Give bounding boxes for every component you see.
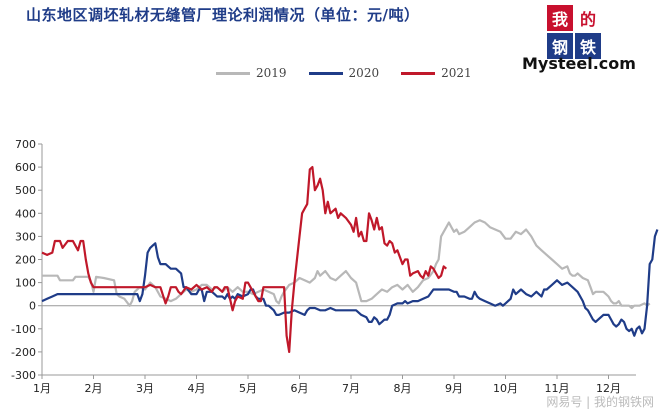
x-tick-label: 1月 xyxy=(33,382,51,395)
watermark: 网易号 | 我的钢铁网 xyxy=(546,395,654,409)
legend-label-2020: 2020 xyxy=(348,66,380,80)
logo-text: Mysteel.com xyxy=(522,54,636,73)
legend-swatch-2020 xyxy=(308,71,343,75)
series-line-2021 xyxy=(41,166,448,353)
legend-swatch-2019 xyxy=(216,71,250,75)
logo-char-1: 我 xyxy=(547,5,573,31)
y-tick-label: 200 xyxy=(15,254,36,267)
chart-title: 山东地区调坯轧材无缝管厂理论利润情况（单位：元/吨） xyxy=(26,6,420,24)
y-tick-label: 600 xyxy=(15,161,36,174)
x-tick-label: 4月 xyxy=(188,382,206,395)
logo-char-2: 的 xyxy=(575,5,601,31)
legend-item-2019: 2019 xyxy=(216,66,287,80)
y-tick-label: 400 xyxy=(15,207,36,220)
y-tick-label: -200 xyxy=(11,346,36,359)
mysteel-logo: 我 的 钢 铁 Mysteel.com xyxy=(522,4,654,73)
series-line-2020 xyxy=(41,229,659,337)
x-tick-label: 10月 xyxy=(493,382,518,395)
logo-char-4: 铁 xyxy=(575,33,601,59)
y-tick-label: 300 xyxy=(15,230,36,243)
x-tick-label: 9月 xyxy=(445,382,463,395)
x-tick-label: 2月 xyxy=(85,382,103,395)
legend-label-2021: 2021 xyxy=(441,66,472,80)
x-tick-label: 11月 xyxy=(545,382,570,395)
logo-mark: 我 的 钢 铁 xyxy=(546,4,606,60)
legend-label-2019: 2019 xyxy=(256,66,287,80)
y-tick-label: 0 xyxy=(29,300,36,313)
x-tick-label: 7月 xyxy=(342,382,360,395)
chart-legend: 2019 2020 2021 xyxy=(216,66,472,80)
x-tick-label: 8月 xyxy=(394,382,412,395)
y-tick-label: 700 xyxy=(15,138,36,151)
y-tick-label: -300 xyxy=(11,369,36,382)
legend-swatch-2021 xyxy=(401,71,436,75)
x-tick-label: 3月 xyxy=(136,382,154,395)
y-tick-label: -100 xyxy=(11,323,36,336)
logo-char-3: 钢 xyxy=(547,33,573,59)
y-tick-label: 100 xyxy=(15,277,36,290)
y-tick-label: 500 xyxy=(15,184,36,197)
legend-item-2021: 2021 xyxy=(401,66,472,80)
x-tick-label: 5月 xyxy=(239,382,257,395)
x-tick-label: 12月 xyxy=(596,382,621,395)
x-tick-label: 6月 xyxy=(291,382,309,395)
legend-item-2020: 2020 xyxy=(308,66,380,80)
series-line-2019 xyxy=(42,219,651,310)
